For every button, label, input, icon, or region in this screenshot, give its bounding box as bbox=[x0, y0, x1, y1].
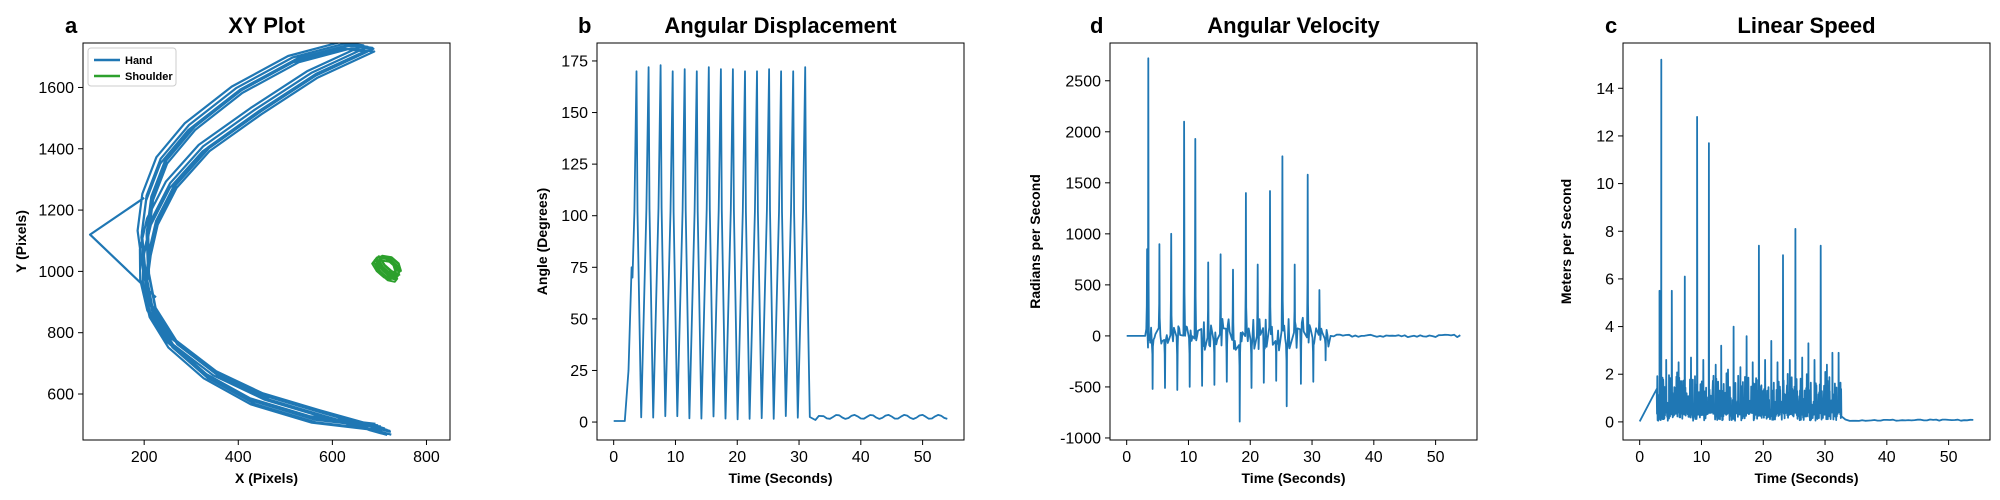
x-tick-label: 20 bbox=[1241, 449, 1259, 466]
x-tick-label: 40 bbox=[1365, 449, 1383, 466]
panel-angle: 0 10 20 30 40 50 0 25 50 75 100 125 150 175 Angular Di… bbox=[534, 13, 965, 486]
x-tick-label: 20 bbox=[1754, 449, 1772, 466]
y-axis-label: Y (Pixels) bbox=[13, 210, 29, 273]
series-line-speed bbox=[1638, 58, 1974, 422]
x-axis-label: X (Pixels) bbox=[235, 470, 298, 486]
chart-title: XY Plot bbox=[228, 13, 305, 38]
panel-letter: c bbox=[1605, 13, 1617, 38]
plot-area-angvel bbox=[1126, 57, 1461, 423]
x-tick-label: 30 bbox=[1303, 449, 1321, 466]
panel-angvel: 0 10 20 30 40 50 -1000 -500 0 500 1000 1500 2000 2500… bbox=[1027, 13, 1478, 486]
series-line-hand bbox=[88, 43, 392, 437]
y-axis-label: Meters per Second bbox=[1558, 179, 1574, 304]
x-tick-label: 10 bbox=[667, 449, 685, 466]
x-tick-label: 0 bbox=[1122, 449, 1131, 466]
x-tick-label: 0 bbox=[609, 449, 618, 466]
y-tick-label: 175 bbox=[561, 53, 588, 70]
y-tick-label: 0 bbox=[1092, 328, 1101, 345]
y-tick-label: 2500 bbox=[1065, 73, 1101, 90]
x-tick-label: 50 bbox=[1940, 449, 1958, 466]
x-tick-label: 40 bbox=[852, 449, 870, 466]
panel-letter: b bbox=[578, 13, 591, 38]
y-tick-label: 1600 bbox=[38, 80, 74, 97]
y-tick-label: 1500 bbox=[1065, 175, 1101, 192]
x-axis-label: Time (Seconds) bbox=[1242, 470, 1346, 486]
y-tick-label: 10 bbox=[1596, 176, 1614, 193]
chart-title: Angular Displacement bbox=[664, 13, 897, 38]
panel-speed: 0 10 20 30 40 50 0 2 4 6 8 10 12 14 Linear Speed c Time … bbox=[1558, 13, 1991, 486]
y-tick-label: 6 bbox=[1605, 271, 1614, 288]
x-tick-label: 50 bbox=[914, 449, 932, 466]
y-tick-label: 800 bbox=[47, 325, 74, 342]
y-axis-label: Angle (Degrees) bbox=[534, 188, 550, 295]
y-tick-label: 1400 bbox=[38, 141, 74, 158]
y-axis-label: Radians per Second bbox=[1027, 174, 1043, 309]
y-tick-label: 1000 bbox=[38, 264, 74, 281]
series-line-angvel bbox=[1126, 57, 1461, 423]
y-tick-label: 600 bbox=[47, 387, 74, 404]
chart-title: Angular Velocity bbox=[1207, 13, 1380, 38]
y-tick-label: 14 bbox=[1596, 81, 1614, 98]
y-tick-label: 12 bbox=[1596, 128, 1614, 145]
axes-frame-angvel bbox=[1109, 42, 1478, 441]
x-tick-label: 10 bbox=[1693, 449, 1711, 466]
series-line-angle bbox=[613, 64, 948, 422]
y-tick-label: 500 bbox=[1074, 277, 1101, 294]
plot-area-angle bbox=[613, 64, 948, 422]
y-tick-label: 50 bbox=[570, 311, 588, 328]
y-tick-label: 0 bbox=[579, 415, 588, 432]
y-tick-label: 8 bbox=[1605, 224, 1614, 241]
x-tick-label: 20 bbox=[728, 449, 746, 466]
y-tick-label: 150 bbox=[561, 105, 588, 122]
x-axis-label: Time (Seconds) bbox=[729, 470, 833, 486]
legend: Hand Shoulder bbox=[87, 47, 177, 87]
x-tick-label: 600 bbox=[319, 449, 346, 466]
x-tick-label: 400 bbox=[225, 449, 252, 466]
x-tick-label: 40 bbox=[1878, 449, 1896, 466]
series-line-shoulder bbox=[371, 254, 402, 283]
chart-title: Linear Speed bbox=[1737, 13, 1875, 38]
y-tick-label: 2 bbox=[1605, 367, 1614, 384]
panel-letter: a bbox=[65, 13, 78, 38]
legend-label-hand: Hand bbox=[125, 55, 153, 67]
y-tick-label: -1000 bbox=[1060, 430, 1101, 447]
x-tick-label: 50 bbox=[1427, 449, 1445, 466]
axes-frame-angle bbox=[596, 42, 965, 441]
x-tick-label: 30 bbox=[790, 449, 808, 466]
x-tick-label: 800 bbox=[413, 449, 440, 466]
y-tick-label: -500 bbox=[1069, 379, 1101, 396]
y-tick-label: 25 bbox=[570, 363, 588, 380]
y-tick-label: 4 bbox=[1605, 319, 1614, 336]
x-tick-label: 30 bbox=[1816, 449, 1834, 466]
y-tick-label: 1000 bbox=[1065, 226, 1101, 243]
y-tick-label: 0 bbox=[1605, 414, 1614, 431]
y-tick-label: 2000 bbox=[1065, 124, 1101, 141]
panel-letter: d bbox=[1090, 13, 1103, 38]
x-tick-label: 200 bbox=[131, 449, 158, 466]
axes-frame-speed bbox=[1622, 42, 1991, 441]
y-tick-label: 100 bbox=[561, 208, 588, 225]
y-tick-label: 1200 bbox=[38, 203, 74, 220]
plot-area-speed bbox=[1638, 58, 1974, 422]
y-tick-label: 75 bbox=[570, 260, 588, 277]
axes-frame-xy bbox=[82, 42, 451, 441]
panel-xy: 200 400 600 800 600 800 1000 1200 1400 1600 XY Plo… bbox=[13, 13, 451, 486]
plot-area-xy bbox=[88, 43, 402, 437]
x-axis-label: Time (Seconds) bbox=[1755, 470, 1859, 486]
x-tick-label: 0 bbox=[1635, 449, 1644, 466]
y-tick-label: 125 bbox=[561, 157, 588, 174]
legend-label-shoulder: Shoulder bbox=[125, 71, 173, 83]
x-tick-label: 10 bbox=[1180, 449, 1198, 466]
